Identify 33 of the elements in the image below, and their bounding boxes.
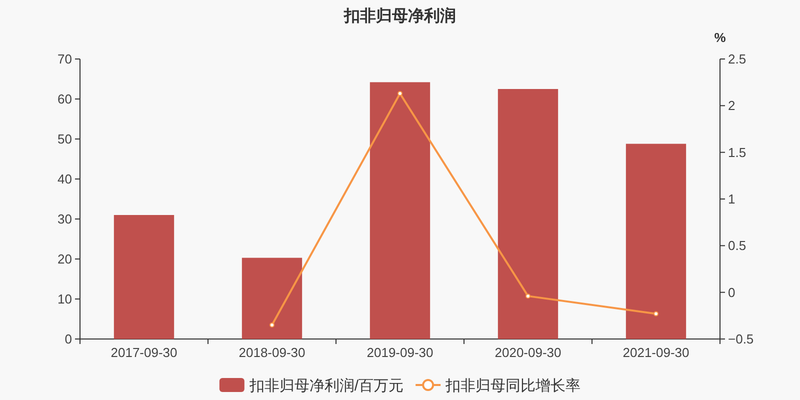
y-tick-label: 0	[64, 332, 72, 346]
legend-label: 扣非归母同比增长率	[444, 378, 581, 394]
x-tick-label: 2017-09-30	[110, 345, 178, 360]
y-tick-label: 40	[58, 172, 72, 186]
y2-tick-label: 1.5	[728, 144, 746, 160]
y2-tick-label: 0	[728, 284, 736, 300]
legend-label: 扣非归母净利润/百万元	[248, 378, 404, 394]
y2-tick-label: 0.5	[728, 238, 746, 254]
y-tick-label: 70	[58, 52, 72, 66]
x-tick-label: 2020-09-30	[494, 345, 562, 360]
y-tick-label: 20	[58, 252, 72, 266]
bar	[370, 82, 430, 339]
x-tick-label: 2018-09-30	[238, 345, 306, 360]
y-tick-label: 50	[58, 132, 72, 146]
bar	[626, 144, 686, 339]
chart-title: 扣非归母净利润	[343, 7, 456, 25]
y-tick-label: 60	[58, 92, 72, 106]
y-tick-label: 10	[58, 292, 72, 306]
point	[654, 311, 658, 316]
y2-tick-label: −0.5	[728, 332, 754, 346]
y2-tick-label: 2.5	[728, 52, 746, 66]
y2-axis-title: %	[714, 30, 726, 45]
bar	[498, 89, 558, 339]
bar	[114, 215, 174, 339]
y-tick-label: 30	[58, 212, 72, 226]
x-tick-label: 2021-09-30	[622, 345, 690, 360]
bar	[242, 258, 302, 339]
point	[270, 322, 274, 328]
y2-tick-label: 2	[728, 98, 736, 114]
point	[398, 91, 402, 96]
x-tick-label: 2019-09-30	[366, 345, 434, 360]
y2-tick-label: 1	[728, 192, 736, 206]
point	[526, 294, 530, 299]
